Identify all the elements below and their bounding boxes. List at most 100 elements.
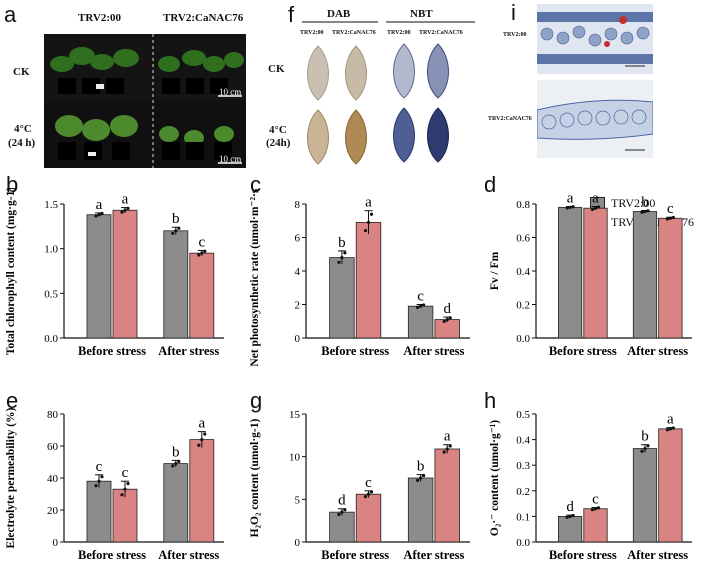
y-tick-label: 0.8 [516, 199, 530, 211]
replicate-point [671, 426, 675, 430]
replicate-point [337, 512, 341, 517]
panel-f-group-lines [302, 21, 475, 23]
replicate-point [171, 231, 175, 235]
panel-a-row-label-24h: (24 h) [8, 137, 36, 149]
y-tick-label: 6 [295, 233, 301, 245]
bar [189, 439, 215, 543]
bar [632, 211, 658, 339]
replicate-point [665, 428, 669, 432]
replicate-point [416, 478, 420, 482]
y-tick-label: 0.2 [516, 300, 530, 312]
replicate-point [174, 462, 178, 466]
replicate-point [596, 506, 601, 510]
x-category-label: After stress [627, 344, 688, 358]
replicate-point [419, 304, 423, 308]
x-category-label: Before stress [78, 344, 146, 358]
plant-photo [44, 34, 246, 168]
bar [434, 448, 460, 543]
replicate-point [177, 459, 181, 463]
significance-letter: a [667, 412, 674, 428]
replicate-point [177, 226, 181, 230]
chart-chlorophyll: 0.0 0.5 1.0 1.5 Total chlorophyll content (m… [5, 188, 224, 358]
y-tick-label: 0.0 [516, 333, 530, 345]
replicate-point [100, 475, 104, 479]
replicate-point [445, 317, 449, 322]
panel-letter-d: d [484, 172, 497, 197]
replicate-point [123, 208, 127, 212]
bar [658, 428, 683, 543]
plant-photo-drawing [44, 34, 246, 168]
y-tick-label: 0.0 [44, 333, 58, 345]
replicate-point [419, 476, 423, 480]
panel-a-row-label-4c: 4°C [14, 123, 32, 135]
significance-letter: c [198, 234, 205, 250]
panel-f-sub-4: TRV2:CaNAC76 [419, 30, 463, 36]
significance-letter: b [417, 459, 425, 475]
significance-letter: a [592, 191, 599, 207]
bar [86, 214, 112, 339]
replicate-point [343, 251, 347, 255]
chart-o2-content: 0.0 0.1 0.2 0.3 0.4 0.5 O₂·⁻ content (umol·g⁻¹… [489, 409, 692, 562]
bar [658, 217, 683, 339]
panel-letter-i: i [511, 0, 516, 25]
significance-letter: d [566, 499, 574, 515]
significance-letter: a [198, 416, 205, 432]
significance-letter: c [592, 491, 599, 507]
y-tick-label: 1.0 [44, 244, 58, 256]
replicate-point [646, 444, 650, 448]
bar [329, 511, 355, 543]
significance-letter: b [172, 444, 180, 460]
panel-letter-a: a [4, 2, 17, 27]
bar [407, 305, 434, 339]
bar [112, 209, 138, 339]
bar [163, 463, 189, 543]
panel-letter-c: c [250, 172, 261, 197]
significance-letter: a [96, 197, 103, 213]
chart-electrolyte-permeability: 0 20 40 60 80 Electrolyte permeability (%) Bef… [5, 407, 224, 562]
micrograph-trv2-canac76 [537, 80, 653, 158]
y-axis-label: Total chlorophyll content (mg·g-1) [5, 188, 17, 355]
x-category-label: Before stress [321, 344, 389, 358]
x-category-label: After stress [403, 548, 464, 562]
replicate-point [422, 303, 426, 307]
significance-letter: b [172, 211, 180, 227]
replicate-point [126, 206, 130, 210]
replicate-point [590, 508, 595, 512]
y-tick-label: 0.0 [516, 537, 530, 549]
panel-f-row-ck: CK [268, 63, 285, 75]
bar [189, 252, 215, 339]
replicate-point [200, 438, 204, 442]
y-tick-label: 20 [47, 505, 59, 517]
scale-label-4c: 10 cm [219, 154, 242, 164]
replicate-point [416, 305, 420, 309]
y-tick-label: 0.3 [516, 460, 530, 472]
replicate-point [94, 214, 98, 218]
replicate-point [665, 217, 669, 221]
panel-letter-f: f [288, 2, 295, 27]
bar [86, 480, 112, 543]
micrograph-trv2-00-drawing [537, 12, 653, 67]
replicate-point [197, 253, 201, 257]
significance-letter: d [338, 493, 346, 509]
replicate-point [668, 216, 672, 220]
y-tick-label: 0.4 [516, 435, 530, 447]
legend-label-trv2-00: TRV2:00 [611, 195, 656, 210]
replicate-point [94, 484, 98, 488]
replicate-point [448, 444, 452, 448]
significance-letter: d [443, 301, 451, 317]
bar [434, 319, 460, 339]
y-tick-label: 0.6 [516, 233, 530, 245]
y-axis-label: H₂O₂ content (umol·g-1) [249, 418, 261, 537]
x-category-label: After stress [158, 344, 219, 358]
significance-letter: b [641, 429, 649, 445]
panel-f-sub-3: TRV2:00 [387, 30, 411, 36]
y-axis-label: Net photosynthetic rate (umol·m⁻²·s⁻¹) [249, 182, 261, 367]
bar [355, 493, 382, 543]
replicate-point [565, 515, 569, 519]
y-tick-label: 0.1 [516, 511, 530, 523]
replicate-point [640, 210, 644, 214]
panel-a-col-label-2: TRV2:CaNAC76 [163, 12, 244, 24]
replicate-point [422, 474, 426, 478]
panel-a-row-label-ck: CK [13, 66, 30, 78]
y-tick-label: 0 [295, 333, 301, 345]
